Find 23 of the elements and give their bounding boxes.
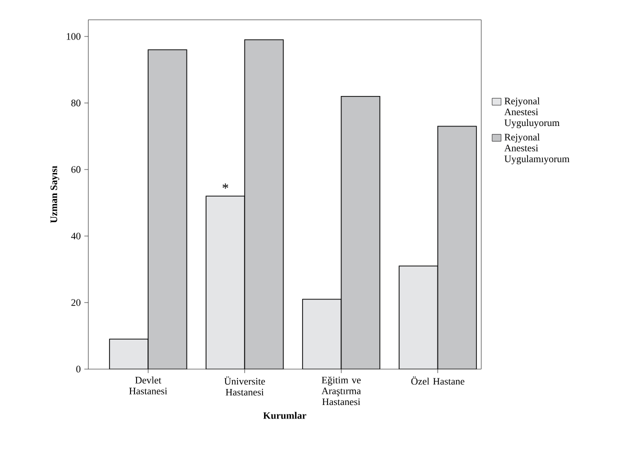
bar: [244, 40, 284, 369]
y-tick-label: 0: [76, 366, 80, 372]
x-axis-title: Kurumlar: [263, 412, 306, 419]
bar: [148, 50, 187, 369]
x-tick-label: Özel Hastane: [411, 376, 464, 384]
bar: [302, 299, 342, 369]
y-tick-label: 60: [71, 166, 80, 173]
legend-label: Rejyonal Anestesi Uygulamıyorum: [504, 133, 570, 164]
bar: [398, 265, 438, 369]
y-tick-label: 20: [71, 299, 80, 306]
legend-label: Rejyonal Anestesi Uyguluyorum: [504, 97, 560, 128]
bar: [110, 338, 148, 369]
y-axis-title: Uzman Sayısı: [50, 166, 60, 223]
x-tick-label: Eğitim ve Araştırma Hastanesi: [322, 376, 361, 405]
annotation: *: [222, 183, 228, 188]
bar: [341, 96, 380, 369]
bar: [437, 126, 477, 369]
x-tick-label: Üniversite Hastanesi: [224, 376, 265, 396]
x-tick-label: Devlet Hastanesi: [129, 376, 168, 394]
bar: [206, 196, 245, 369]
y-tick-label: 40: [71, 232, 80, 240]
y-tick-label: 80: [71, 99, 80, 106]
y-tick-label: 100: [66, 32, 80, 40]
